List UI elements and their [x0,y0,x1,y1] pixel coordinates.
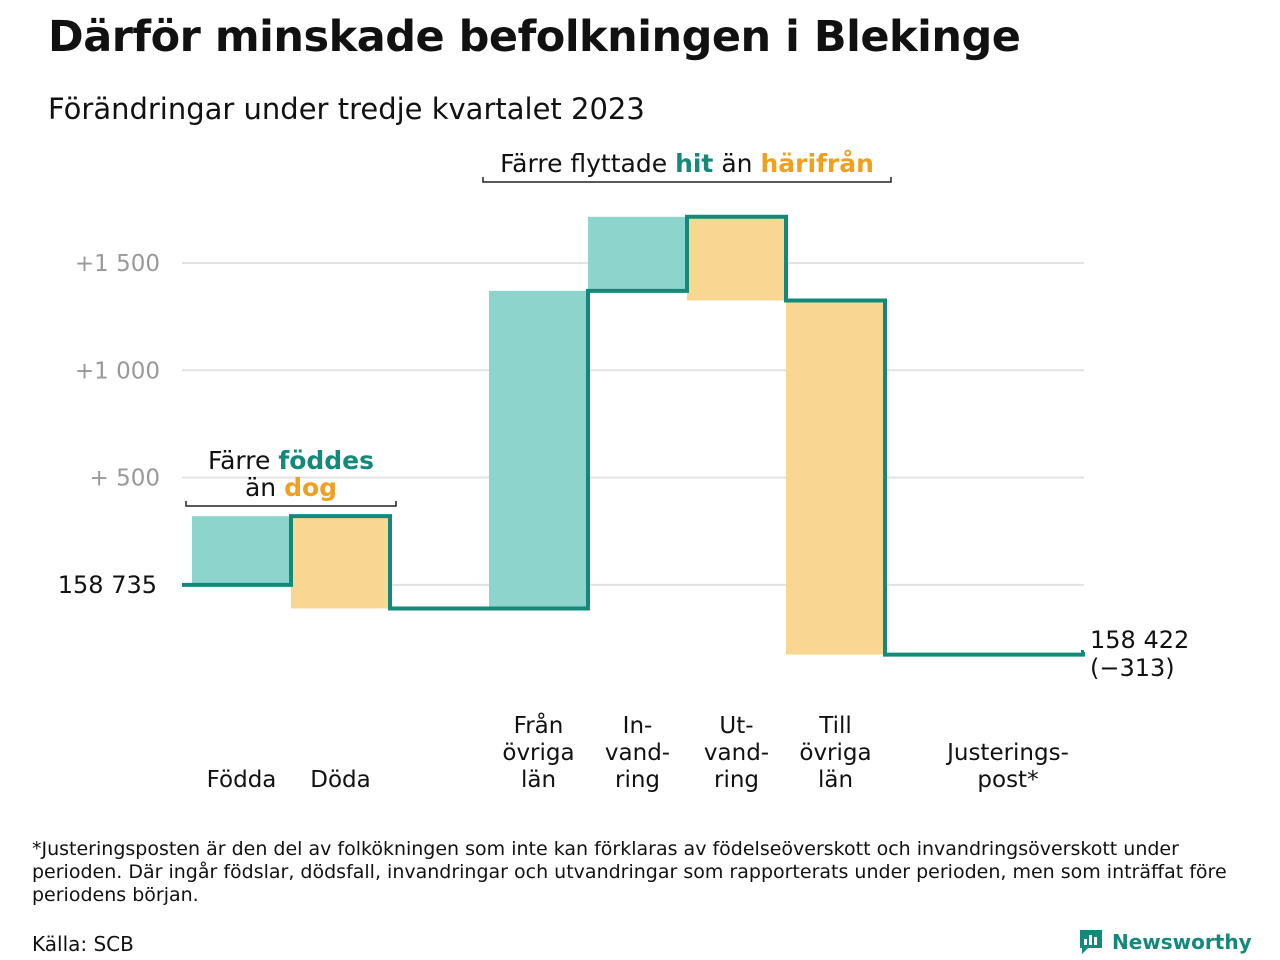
chart-subtitle: Förändringar under tredje kvartalet 2023 [48,92,645,126]
waterfall-chart: + 500 +1 000 +1 500 158 735 158 422(−313) Föd… [58,149,1190,793]
category-label: vand- [704,740,769,766]
waterfall-bar [588,216,687,291]
chart-title: Därför minskade befolkningen i Blekinge [48,12,1021,62]
category-label: ring [615,767,660,793]
waterfall-bar [687,216,786,301]
source-label: Källa: SCB [32,932,134,956]
waterfall-bar [291,516,390,609]
category-label: Döda [310,767,370,793]
newsworthy-logo: Newsworthy [1078,928,1252,956]
annotation-bracket [482,177,892,183]
end-change-label: (−313) [1090,654,1175,682]
category-label: ring [714,767,759,793]
category-label: In- [623,713,653,739]
category-label: övriga [799,740,871,766]
category-label: post* [977,767,1038,793]
category-label: vand- [605,740,670,766]
y-tick-label: + 500 [90,466,160,492]
annotation-segment: än [245,473,284,502]
category-label: övriga [502,740,574,766]
category-label: Justerings- [945,740,1069,766]
category-label: Från [514,711,564,739]
category-label: Ut- [719,713,753,739]
category-label: Till [818,713,852,739]
start-value-label: 158 735 [58,571,157,599]
annotation-segment: dog [284,473,337,502]
annotation-segment: Färre [208,446,278,475]
annotation-segment: hit [675,149,713,178]
category-label: län [818,767,853,793]
annotation-label: än dog [245,473,337,502]
category-label: Födda [207,767,277,793]
population-step-line [182,214,1085,657]
end-value-label: 158 422 [1090,626,1189,654]
annotation-segment: härifrån [760,149,873,178]
y-tick-label: +1 500 [75,251,160,277]
logo-text: Newsworthy [1112,930,1252,954]
annotation-label: Färre flyttade hit än härifrån [500,149,874,178]
annotation-segment: än [713,149,760,178]
annotation-bracket [185,501,397,507]
annotation-segment: föddes [278,446,374,475]
y-tick-label: +1 000 [75,358,160,384]
annotation-label: Färre föddes [208,446,374,475]
waterfall-bar [489,290,588,609]
waterfall-bar [192,516,291,585]
waterfall-bar [786,300,885,655]
annotation-segment: Färre flyttade [500,149,675,178]
footnote: *Justeringsposten är den del av folkökni… [32,838,1227,906]
category-label: län [521,767,556,793]
newsworthy-logo-icon [1080,930,1102,954]
